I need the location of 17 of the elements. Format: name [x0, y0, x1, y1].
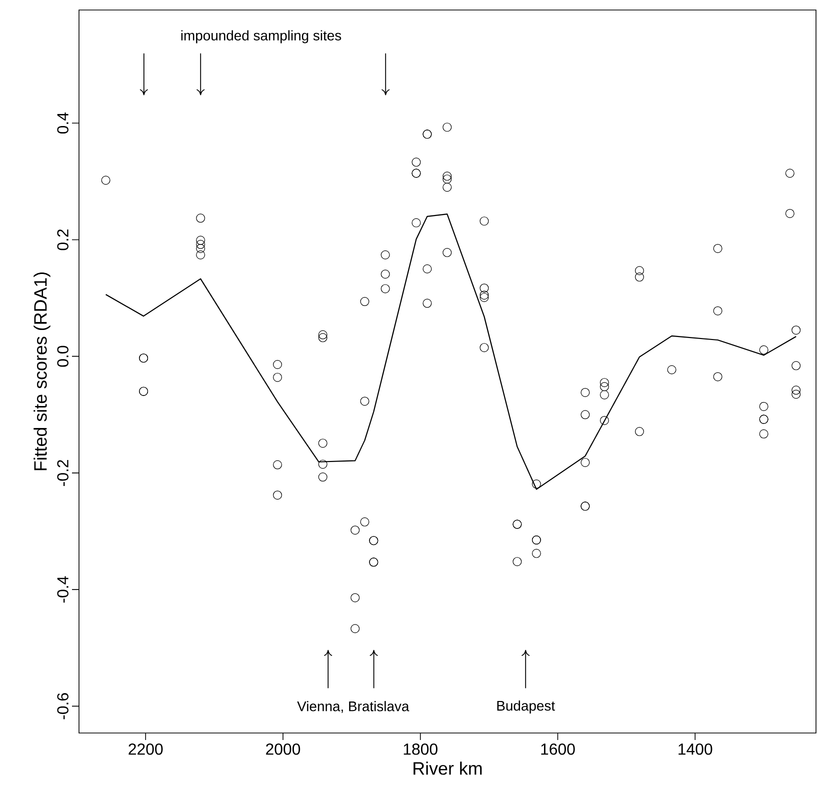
x-tick-label: 2200 — [128, 744, 163, 755]
x-tick-label: 2000 — [266, 744, 300, 755]
x-tick-label: 1600 — [541, 744, 575, 755]
y-axis-title: Fitted site scores (RDA1) — [34, 272, 50, 470]
x-axis-title: River km — [414, 762, 482, 775]
annotation: Vienna, Bratislava — [297, 701, 410, 713]
line-series — [105, 214, 797, 490]
x-tick-label: 1400 — [678, 744, 712, 755]
y-tick-label: -0.4 — [57, 576, 68, 603]
y-tick-label: 0.0 — [57, 346, 68, 367]
annotation: impounded sampling sites — [181, 30, 342, 44]
y-tick-label: 0.2 — [57, 229, 68, 250]
y-tick-label: -0.6 — [57, 693, 68, 720]
annotation: Budapest — [497, 700, 555, 714]
y-tick-label: -0.2 — [57, 460, 68, 486]
y-tick-label: 0.4 — [57, 112, 68, 134]
x-tick-label: 1800 — [404, 744, 438, 755]
